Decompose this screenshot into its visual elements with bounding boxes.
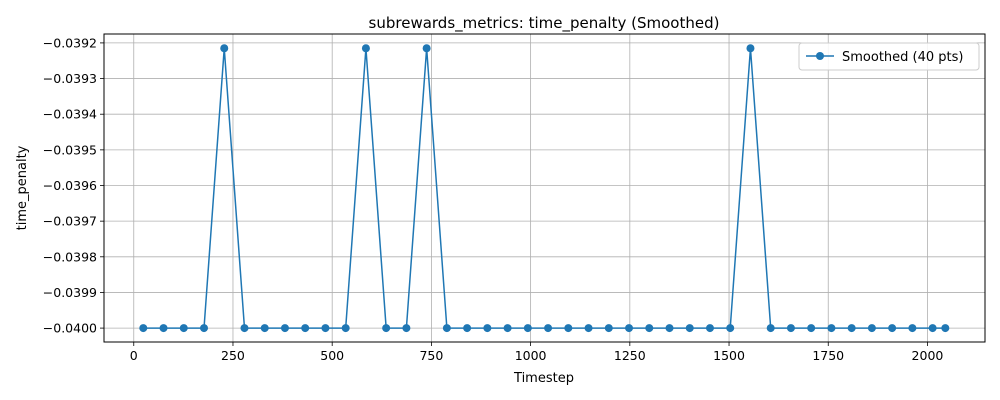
data-point [766,324,775,333]
y-tick-label: −0.0397 [43,214,97,229]
data-point [888,324,897,333]
data-point [321,324,330,333]
data-point [463,324,472,333]
data-point [604,324,613,333]
y-tick-label: −0.0399 [43,285,97,300]
x-tick-label: 250 [221,348,245,363]
x-tick-label: 1000 [515,348,547,363]
data-point [382,324,391,333]
data-point [625,324,634,333]
data-point [301,324,310,333]
y-axis: −0.0392 −0.0393 −0.0394 −0.0395 −0.0396 −0.03… [43,35,104,336]
chart-title: subrewards_metrics: time_penalty (Smooth… [369,14,720,33]
x-axis-label: Timestep [513,371,574,386]
data-point [503,324,512,333]
data-point [200,324,209,333]
y-axis-label: time_penalty [15,145,30,230]
data-point [705,324,714,333]
data-point [645,324,654,333]
y-tick-label: −0.0395 [43,142,97,157]
x-tick-label: 1500 [713,348,745,363]
data-point [564,324,573,333]
data-point [928,324,937,333]
data-point [827,324,836,333]
data-point [867,324,876,333]
x-tick-label: 1750 [812,348,844,363]
y-tick-label: −0.0398 [43,249,97,264]
data-point [341,324,350,333]
data-point [584,324,593,333]
y-tick-label: −0.0400 [43,321,97,336]
data-point [442,324,451,333]
data-point [139,324,148,333]
legend: Smoothed (40 pts) [798,42,980,71]
legend-label: Smoothed (40 pts) [842,50,963,65]
data-point [159,324,168,333]
legend-frame [798,42,980,71]
data-point [361,44,370,53]
data-point [483,324,492,333]
data-point [544,324,553,333]
data-point [260,324,269,333]
data-point [240,324,249,333]
y-tick-label: −0.0394 [43,107,97,122]
x-tick-label: 0 [130,348,138,363]
data-point [786,324,795,333]
x-tick-label: 750 [419,348,443,363]
y-tick-label: −0.0392 [43,35,97,50]
series-layer [139,44,950,333]
data-point [807,324,816,333]
legend-marker-swatch [816,52,824,60]
plot-frame [103,33,986,343]
data-point [523,324,532,333]
data-point [179,324,188,333]
data-point [665,324,674,333]
x-tick-label: 2000 [912,348,944,363]
data-point [726,324,735,333]
y-tick-label: −0.0396 [43,178,97,193]
data-point [402,324,411,333]
data-point [908,324,917,333]
x-tick-label: 500 [320,348,344,363]
x-tick-label: 1250 [614,348,646,363]
data-point [280,324,289,333]
data-point [847,324,856,333]
y-tick-label: −0.0393 [43,71,97,86]
x-axis: 0 250 500 750 1000 1250 1500 1750 2000 [130,342,944,363]
data-point [746,44,755,53]
data-point [220,44,229,53]
data-point [422,44,431,53]
data-point [685,324,694,333]
data-point [941,324,950,333]
